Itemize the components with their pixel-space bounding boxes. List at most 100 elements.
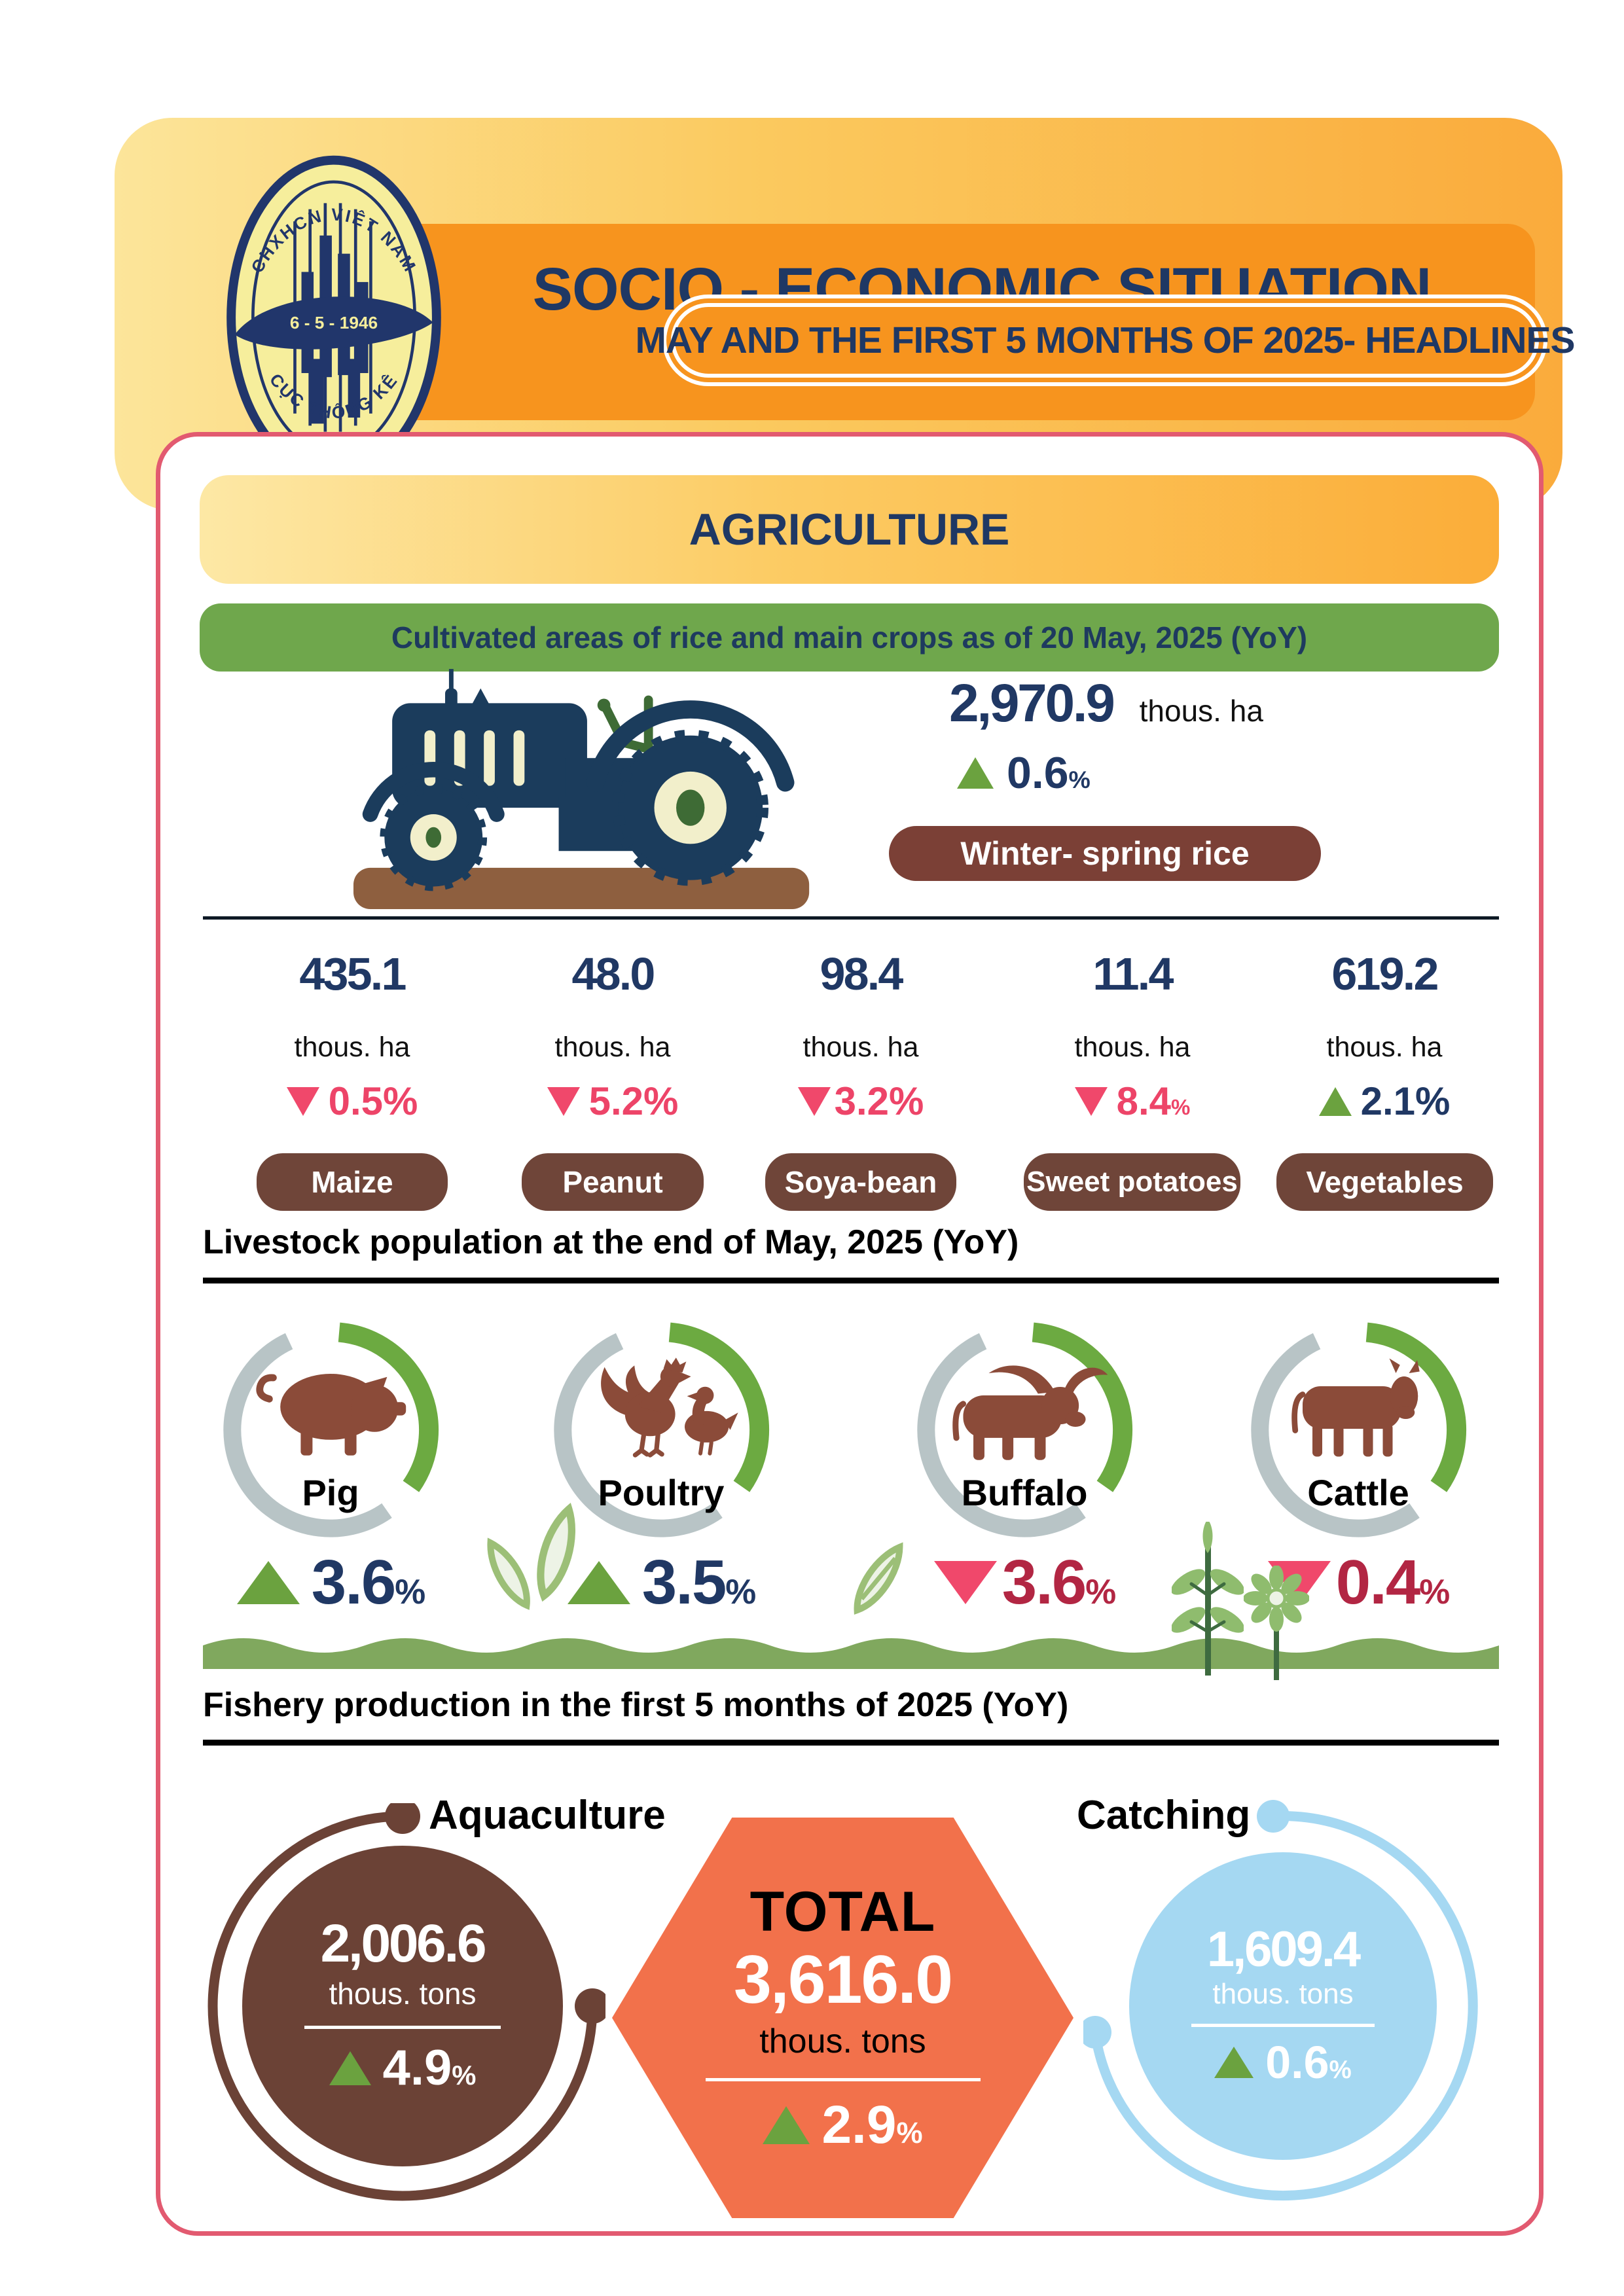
crop-label-pill: Peanut bbox=[522, 1153, 704, 1211]
up-triangle-icon bbox=[957, 757, 994, 789]
crop-label: Peanut bbox=[562, 1165, 663, 1199]
down-triangle-icon bbox=[797, 1086, 831, 1116]
crop-column-peanut: 48.0 thous. ha 5.2% Peanut bbox=[482, 948, 744, 1223]
aquaculture-label: Aquaculture bbox=[429, 1793, 666, 1838]
livestock-heading-rule bbox=[203, 1278, 1499, 1283]
header-subtitle-pill: MAY AND THE FIRST 5 MONTHS OF 2025- HEAD… bbox=[635, 295, 1576, 386]
divider bbox=[1191, 2024, 1375, 2028]
aquaculture-change-value: 4.9% bbox=[382, 2040, 477, 2096]
crop-label: Soya-bean bbox=[784, 1165, 937, 1199]
tractor-front-wheel bbox=[380, 783, 488, 891]
crop-change-value: 5.2% bbox=[588, 1079, 679, 1123]
catching-circle: 1,609.4 thous. tons 0.6% bbox=[1129, 1852, 1437, 2160]
divider bbox=[705, 2077, 981, 2081]
crop-column-soyabean: 98.4 thous. ha 3.2% Soya-bean bbox=[730, 948, 992, 1223]
header-subtitle-pill-inner: MAY AND THE FIRST 5 MONTHS OF 2025- HEAD… bbox=[635, 303, 1576, 378]
crop-label: Sweet potatoes bbox=[1026, 1166, 1238, 1198]
crop-value: 48.0 bbox=[571, 948, 655, 999]
aquaculture-value: 2,006.6 bbox=[320, 1913, 487, 1973]
catching-change-value: 0.6% bbox=[1265, 2037, 1352, 2089]
leaf-pair-icon bbox=[487, 1502, 576, 1610]
rice-change-row: 0.6% bbox=[957, 747, 1350, 798]
progress-ring-icon bbox=[223, 1322, 439, 1537]
poultry-icon bbox=[601, 1357, 738, 1458]
livestock-label: Pig bbox=[302, 1472, 359, 1513]
tractor-icon bbox=[353, 669, 810, 909]
livestock-column-cattle: Cattle 0.4% bbox=[1227, 1319, 1489, 1626]
pig-icon bbox=[256, 1374, 406, 1456]
up-triangle-icon bbox=[567, 1561, 630, 1604]
livestock-change-row: 3.6% bbox=[200, 1547, 461, 1619]
rice-value-row: 2,970.9 thous. ha bbox=[949, 673, 1512, 734]
livestock-column-buffalo: Buffalo 3.6% bbox=[893, 1319, 1155, 1626]
crop-label-pill: Sweet potatoes bbox=[1024, 1153, 1240, 1211]
rice-label: Winter- spring rice bbox=[960, 835, 1250, 872]
livestock-change-value: 3.6% bbox=[311, 1547, 425, 1617]
total-label: TOTAL bbox=[749, 1880, 936, 1944]
crop-label-pill: Maize bbox=[257, 1153, 448, 1211]
rice-change-value: 0.6% bbox=[1007, 748, 1091, 798]
crop-value: 619.2 bbox=[1331, 948, 1439, 999]
crop-change-value: 8.4% bbox=[1116, 1079, 1191, 1123]
up-triangle-icon bbox=[763, 2106, 810, 2144]
wave-band bbox=[203, 1638, 1499, 1669]
livestock-label: Cattle bbox=[1307, 1472, 1409, 1513]
livestock-change-row: 3.5% bbox=[530, 1547, 792, 1619]
catching-label: Catching bbox=[1077, 1793, 1251, 1838]
catching-unit: thous. tons bbox=[1212, 1978, 1354, 2011]
down-triangle-icon bbox=[286, 1086, 319, 1116]
total-value: 3,616.0 bbox=[734, 1942, 953, 2018]
livestock-column-poultry: Poultry 3.5% bbox=[530, 1319, 792, 1626]
crop-value: 98.4 bbox=[820, 948, 903, 999]
crop-column-vegetables: 619.2 thous. ha 2.1% Vegetables bbox=[1254, 948, 1515, 1223]
logo-date-text: 6 - 5 - 1946 bbox=[290, 313, 378, 332]
cultivated-banner: Cultivated areas of rice and main crops … bbox=[200, 603, 1499, 672]
crop-unit: thous. ha bbox=[1074, 1031, 1191, 1063]
catching-value: 1,609.4 bbox=[1206, 1921, 1361, 1977]
crop-unit: thous. ha bbox=[554, 1031, 671, 1063]
total-change-value: 2.9% bbox=[821, 2094, 923, 2155]
progress-ring-icon bbox=[917, 1322, 1133, 1537]
rice-unit: thous. ha bbox=[1139, 694, 1263, 728]
down-triangle-icon bbox=[1074, 1086, 1108, 1116]
livestock-change-value: 3.5% bbox=[641, 1547, 756, 1617]
crop-change-row: 5.2% bbox=[482, 1079, 744, 1124]
cultivated-banner-text: Cultivated areas of rice and main crops … bbox=[391, 620, 1308, 655]
agriculture-banner-title: AGRICULTURE bbox=[689, 505, 1010, 554]
livestock-heading: Livestock population at the end of May, … bbox=[203, 1223, 1019, 1261]
aquaculture-circle: 2,006.6 thous. tons 4.9% bbox=[242, 1846, 563, 2166]
livestock-column-pig: Pig 3.6% bbox=[200, 1319, 461, 1626]
livestock-change-value: 3.6% bbox=[1001, 1547, 1116, 1617]
crop-unit: thous. ha bbox=[1326, 1031, 1443, 1063]
crop-change-value: 3.2% bbox=[834, 1079, 924, 1123]
page-subtitle: MAY AND THE FIRST 5 MONTHS OF 2025- HEAD… bbox=[635, 319, 1575, 361]
gso-logo-icon: CHXHCN VIỆT NAM CỤC THỐNG KÊ 6 - 5 - 194… bbox=[226, 155, 441, 480]
tractor-rear-wheel bbox=[612, 729, 769, 886]
cattle-icon bbox=[1291, 1358, 1420, 1457]
logo-ribbon bbox=[234, 296, 433, 350]
crop-label-pill: Vegetables bbox=[1276, 1153, 1493, 1211]
livestock-label: Poultry bbox=[598, 1472, 725, 1513]
crop-column-sweet-potatoes: 11.4 thous. ha 8.4% Sweet potatoes bbox=[1001, 948, 1263, 1223]
crop-change-row: 8.4% bbox=[1001, 1079, 1263, 1124]
down-triangle-icon bbox=[933, 1561, 997, 1604]
down-triangle-icon bbox=[547, 1086, 580, 1116]
fishery-heading-rule bbox=[203, 1740, 1499, 1746]
divider bbox=[304, 2026, 501, 2030]
crop-change-value: 2.1% bbox=[1360, 1079, 1451, 1123]
livestock-change-row: 3.6% bbox=[893, 1547, 1155, 1619]
up-triangle-icon bbox=[1318, 1086, 1352, 1116]
agriculture-banner: AGRICULTURE bbox=[200, 475, 1499, 584]
total-change-row: 2.9% bbox=[763, 2094, 923, 2156]
rice-value: 2,970.9 bbox=[949, 673, 1115, 733]
buffalo-icon bbox=[952, 1365, 1108, 1460]
total-unit: thous. tons bbox=[759, 2022, 926, 2060]
crop-unit: thous. ha bbox=[803, 1031, 919, 1063]
aquaculture-arc-icon bbox=[208, 1803, 605, 2201]
flower-icon bbox=[1244, 1566, 1309, 1680]
crop-value: 435.1 bbox=[299, 948, 406, 999]
crop-label: Maize bbox=[311, 1165, 393, 1199]
leaf-icon bbox=[854, 1542, 903, 1615]
crop-value: 11.4 bbox=[1092, 948, 1174, 999]
